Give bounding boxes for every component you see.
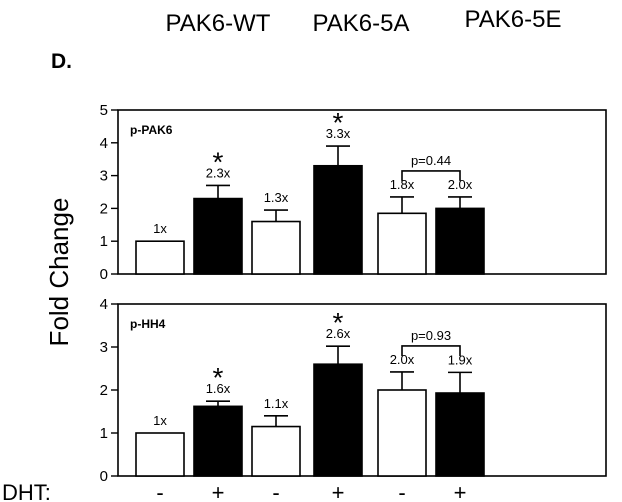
pvalue-bracket [401,170,461,181]
treatment-signs: - + - + - + [156,480,466,502]
bar [377,212,427,275]
bar [193,405,243,477]
group-label-wt: PAK6-WT [166,10,271,37]
y-tick-label: 4 [100,135,108,152]
y-axis-label: Fold Change [44,198,74,347]
data-label: 3.3x [326,126,351,141]
significance-star: * [213,146,224,177]
bar [251,425,301,477]
pvalue-label: p=0.44 [411,153,451,168]
treatment-sign: - [398,480,405,502]
bar [313,164,363,275]
group-label-5a: PAK6-5A [313,10,410,37]
y-tick-label: 1 [100,425,108,442]
bar [313,363,363,477]
pvalue-bracket [401,345,461,356]
data-label: 1.9x [448,352,473,367]
data-label: 2.6x [326,326,351,341]
panel-title: p-PAK6 [130,123,173,137]
y-tick-label: 4 [100,296,108,313]
data-label: 2.0x [390,352,415,367]
y-tick-label: 5 [100,102,108,119]
data-label: 1.3x [264,190,289,205]
y-tick-label: 3 [100,339,108,356]
data-label: 2.3x [206,165,231,180]
y-tick-label: 0 [100,468,108,485]
significance-star: * [333,307,344,338]
bar [435,392,485,477]
data-label: 2.0x [448,177,473,192]
y-tick-label: 0 [100,266,108,283]
bar [193,197,243,275]
y-tick-label: 2 [100,200,108,217]
treatment-sign: + [332,480,345,502]
treatment-sign: + [454,480,467,502]
data-label: 1.1x [264,396,289,411]
treatment-sign: + [212,480,225,502]
treatment-sign: - [156,480,163,502]
bar [135,432,185,477]
data-label: 1x [153,413,167,428]
bar [251,220,301,275]
data-label: 1x [153,221,167,236]
bar [135,240,185,275]
y-tick-label: 1 [100,233,108,250]
treatment-label: DHT: [2,480,51,502]
bar [435,207,485,275]
panel-letter: D. [51,50,72,73]
group-label-5e: PAK6-5E [465,6,562,33]
data-label: 1.8x [390,177,415,192]
data-label: 1.6x [206,381,231,396]
significance-star: * [333,107,344,138]
bar [377,389,427,477]
treatment-sign: - [272,480,279,502]
significance-star: * [213,362,224,393]
y-tick-label: 3 [100,168,108,185]
panel-title: p-HH4 [130,317,166,331]
pvalue-label: p=0.93 [411,328,451,343]
y-tick-label: 2 [100,382,108,399]
